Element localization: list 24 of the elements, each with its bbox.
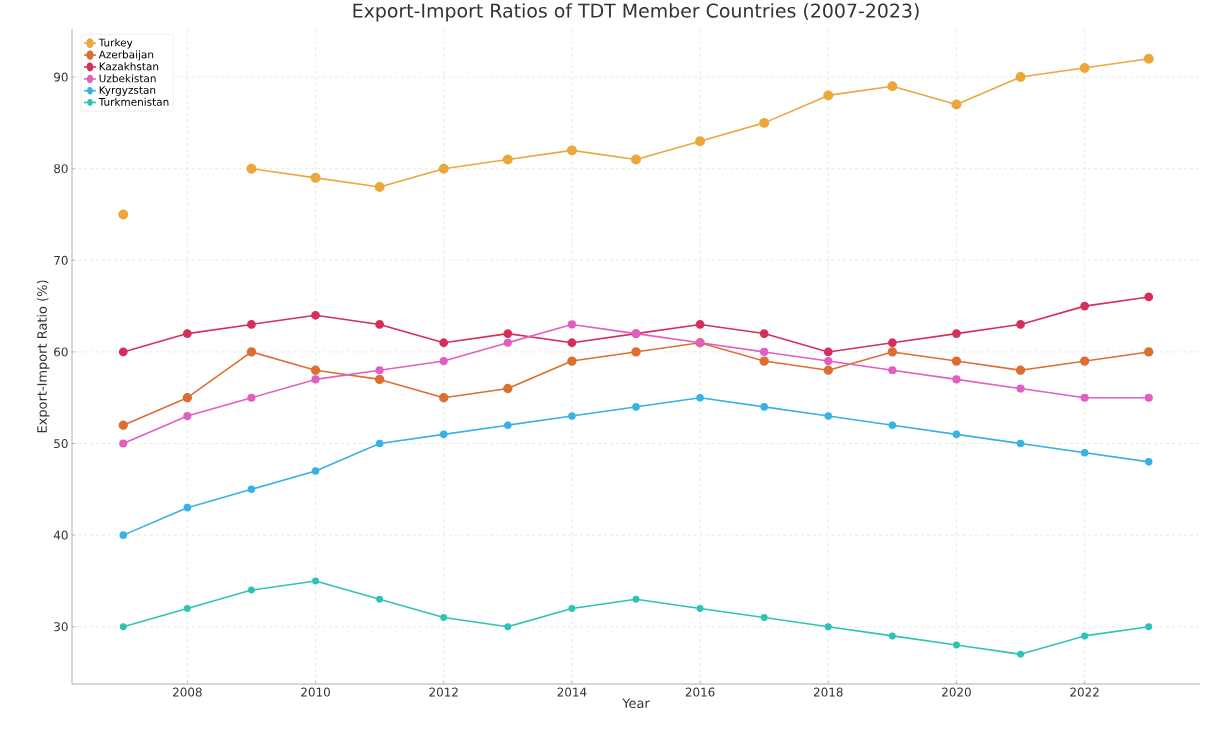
y-tick-label: 90	[54, 72, 68, 82]
x-tick-label: 2008	[173, 687, 202, 697]
x-axis-title: Year	[622, 698, 650, 709]
y-axis-title: Export-Import Ratio (%)	[36, 280, 50, 433]
x-tick-label: 2014	[557, 687, 587, 697]
y-tick-label: 70	[54, 255, 68, 265]
y-tick-label: 80	[54, 164, 68, 174]
legend-label: Azerbaijan	[98, 50, 154, 61]
legend-label: Kazakhstan	[99, 62, 159, 71]
x-tick-label: 2022	[1070, 687, 1099, 697]
x-tick-label: 2012	[429, 687, 458, 697]
y-tick-label: 30	[54, 622, 68, 632]
legend-label: Turkey	[98, 38, 133, 49]
x-tick-label: 2016	[685, 687, 715, 697]
y-tick-label: 50	[54, 439, 68, 449]
chart-title: Export-Import Ratios of TDT Member Countries (2007-2023)	[353, 3, 919, 22]
x-tick-label: 2020	[942, 687, 971, 697]
x-tick-label: 2018	[813, 687, 843, 697]
legend-label: Kyrgyzstan	[99, 86, 156, 96]
y-tick-label: 40	[53, 530, 68, 540]
legend-label: Turkmenistan	[98, 97, 169, 106]
x-tick-label: 2010	[301, 687, 330, 697]
y-tick-label: 60	[54, 347, 68, 357]
legend-label: Uzbekistan	[99, 74, 156, 83]
